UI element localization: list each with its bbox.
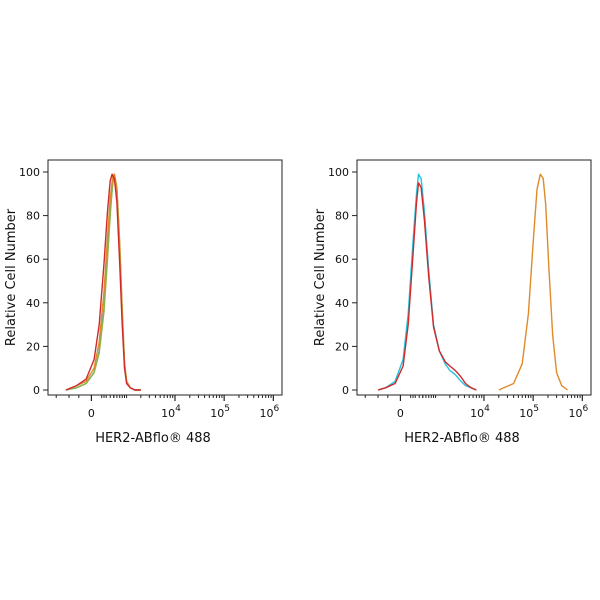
y-tick-label: 100 [19, 166, 40, 179]
x-tick-exponent: 6 [582, 404, 588, 414]
x-tick-label: 106 [568, 404, 588, 420]
y-tick-label: 100 [328, 166, 349, 179]
y-tick-label: 0 [33, 384, 40, 397]
x-tick-base: 10 [161, 407, 175, 420]
histogram-series-line [377, 182, 477, 391]
x-tick-label: 104 [470, 404, 490, 420]
x-tick-label: 104 [161, 404, 181, 420]
histogram-series-line [65, 173, 141, 391]
y-tick-label: 80 [26, 210, 40, 223]
y-axis-title: Relative Cell Number [313, 208, 328, 346]
x-tick-label: 105 [210, 404, 230, 420]
y-tick-label: 60 [335, 253, 349, 266]
x-axis-title: HER2-ABflo® 488 [404, 431, 520, 446]
x-tick-base: 0 [88, 407, 95, 420]
y-tick-label: 80 [335, 210, 349, 223]
x-tick-label: 105 [519, 404, 539, 420]
y-tick-label: 60 [26, 253, 40, 266]
x-axis-title: HER2-ABflo® 488 [95, 431, 211, 446]
x-tick-base: 10 [470, 407, 484, 420]
plot-frame [47, 159, 283, 396]
x-tick-base: 10 [259, 407, 273, 420]
x-tick-label: 0 [88, 407, 95, 420]
histogram-series-line [498, 173, 568, 391]
x-tick-exponent: 4 [484, 404, 490, 414]
histogram-series-line [65, 173, 141, 391]
x-tick-exponent: 6 [273, 404, 279, 414]
plot-frame [356, 159, 592, 396]
x-tick-exponent: 5 [224, 404, 230, 414]
histogram-series-line [65, 175, 141, 391]
histogram-series-line [377, 173, 477, 391]
y-tick-label: 40 [26, 297, 40, 310]
y-tick-label: 0 [342, 384, 349, 397]
x-tick-exponent: 4 [175, 404, 181, 414]
histogram-series-line [65, 173, 141, 391]
x-tick-base: 10 [568, 407, 582, 420]
y-tick-label: 20 [335, 340, 349, 353]
x-tick-base: 10 [519, 407, 533, 420]
x-tick-exponent: 5 [533, 404, 539, 414]
y-axis-title: Relative Cell Number [4, 208, 19, 346]
x-tick-label: 106 [259, 404, 279, 420]
x-tick-base: 0 [397, 407, 404, 420]
x-tick-label: 0 [397, 407, 404, 420]
x-tick-base: 10 [210, 407, 224, 420]
y-tick-label: 40 [335, 297, 349, 310]
y-tick-label: 20 [26, 340, 40, 353]
